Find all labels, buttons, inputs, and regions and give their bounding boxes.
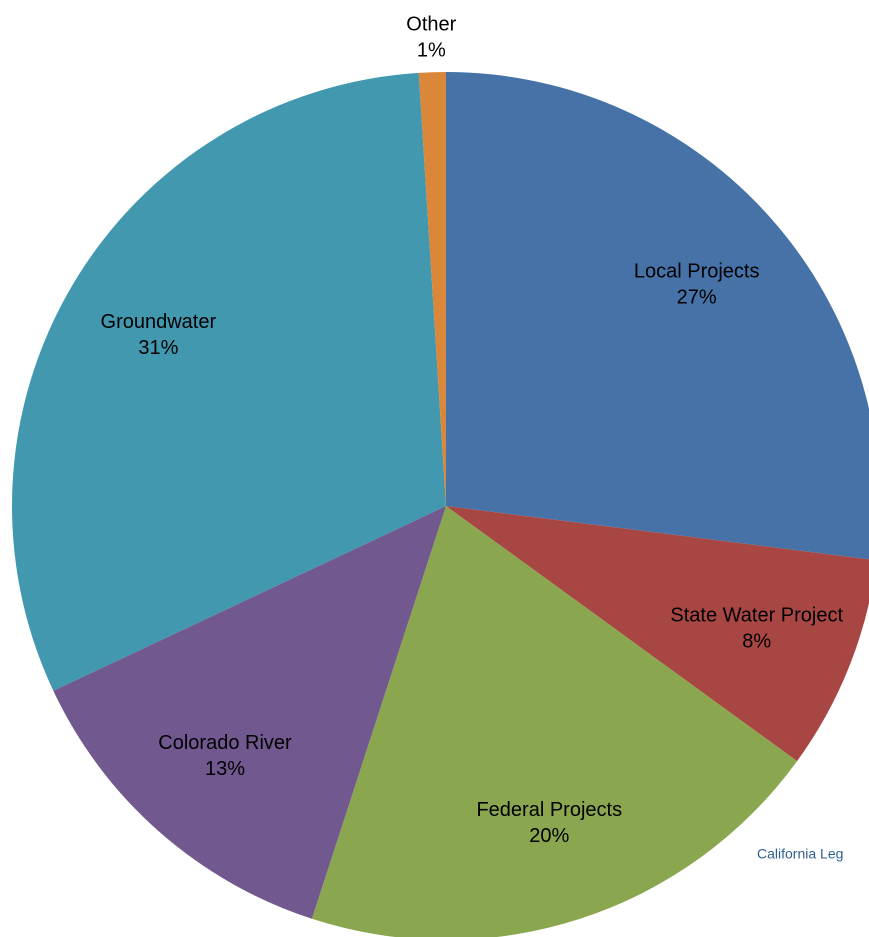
slice-value-label: 20% [529,825,569,847]
slices [12,72,869,937]
pie-slice [12,72,447,691]
slice-label: Groundwater [101,311,217,333]
slice-label: Federal Projects [476,799,622,821]
pie-slice [446,72,869,560]
source-note: California Leg [757,846,843,862]
slice-label: Local Projects [634,260,760,282]
slice-value-label: 13% [205,758,245,780]
pie-slice [446,506,869,762]
slice-value-label: 8% [742,630,771,652]
pie-slice [311,506,798,937]
slice-label: Colorado River [158,732,292,754]
slice-value-label: 1% [417,40,446,62]
pie-slice [53,506,447,919]
slice-value-label: 31% [138,337,178,359]
slice-value-label: 27% [677,286,717,308]
pie-slice [418,72,446,506]
slice-label: Other [406,14,456,36]
labels: Local Projects 27% State Water Project 8% Fe… [101,14,844,848]
slice-label: State Water Project [670,604,843,626]
